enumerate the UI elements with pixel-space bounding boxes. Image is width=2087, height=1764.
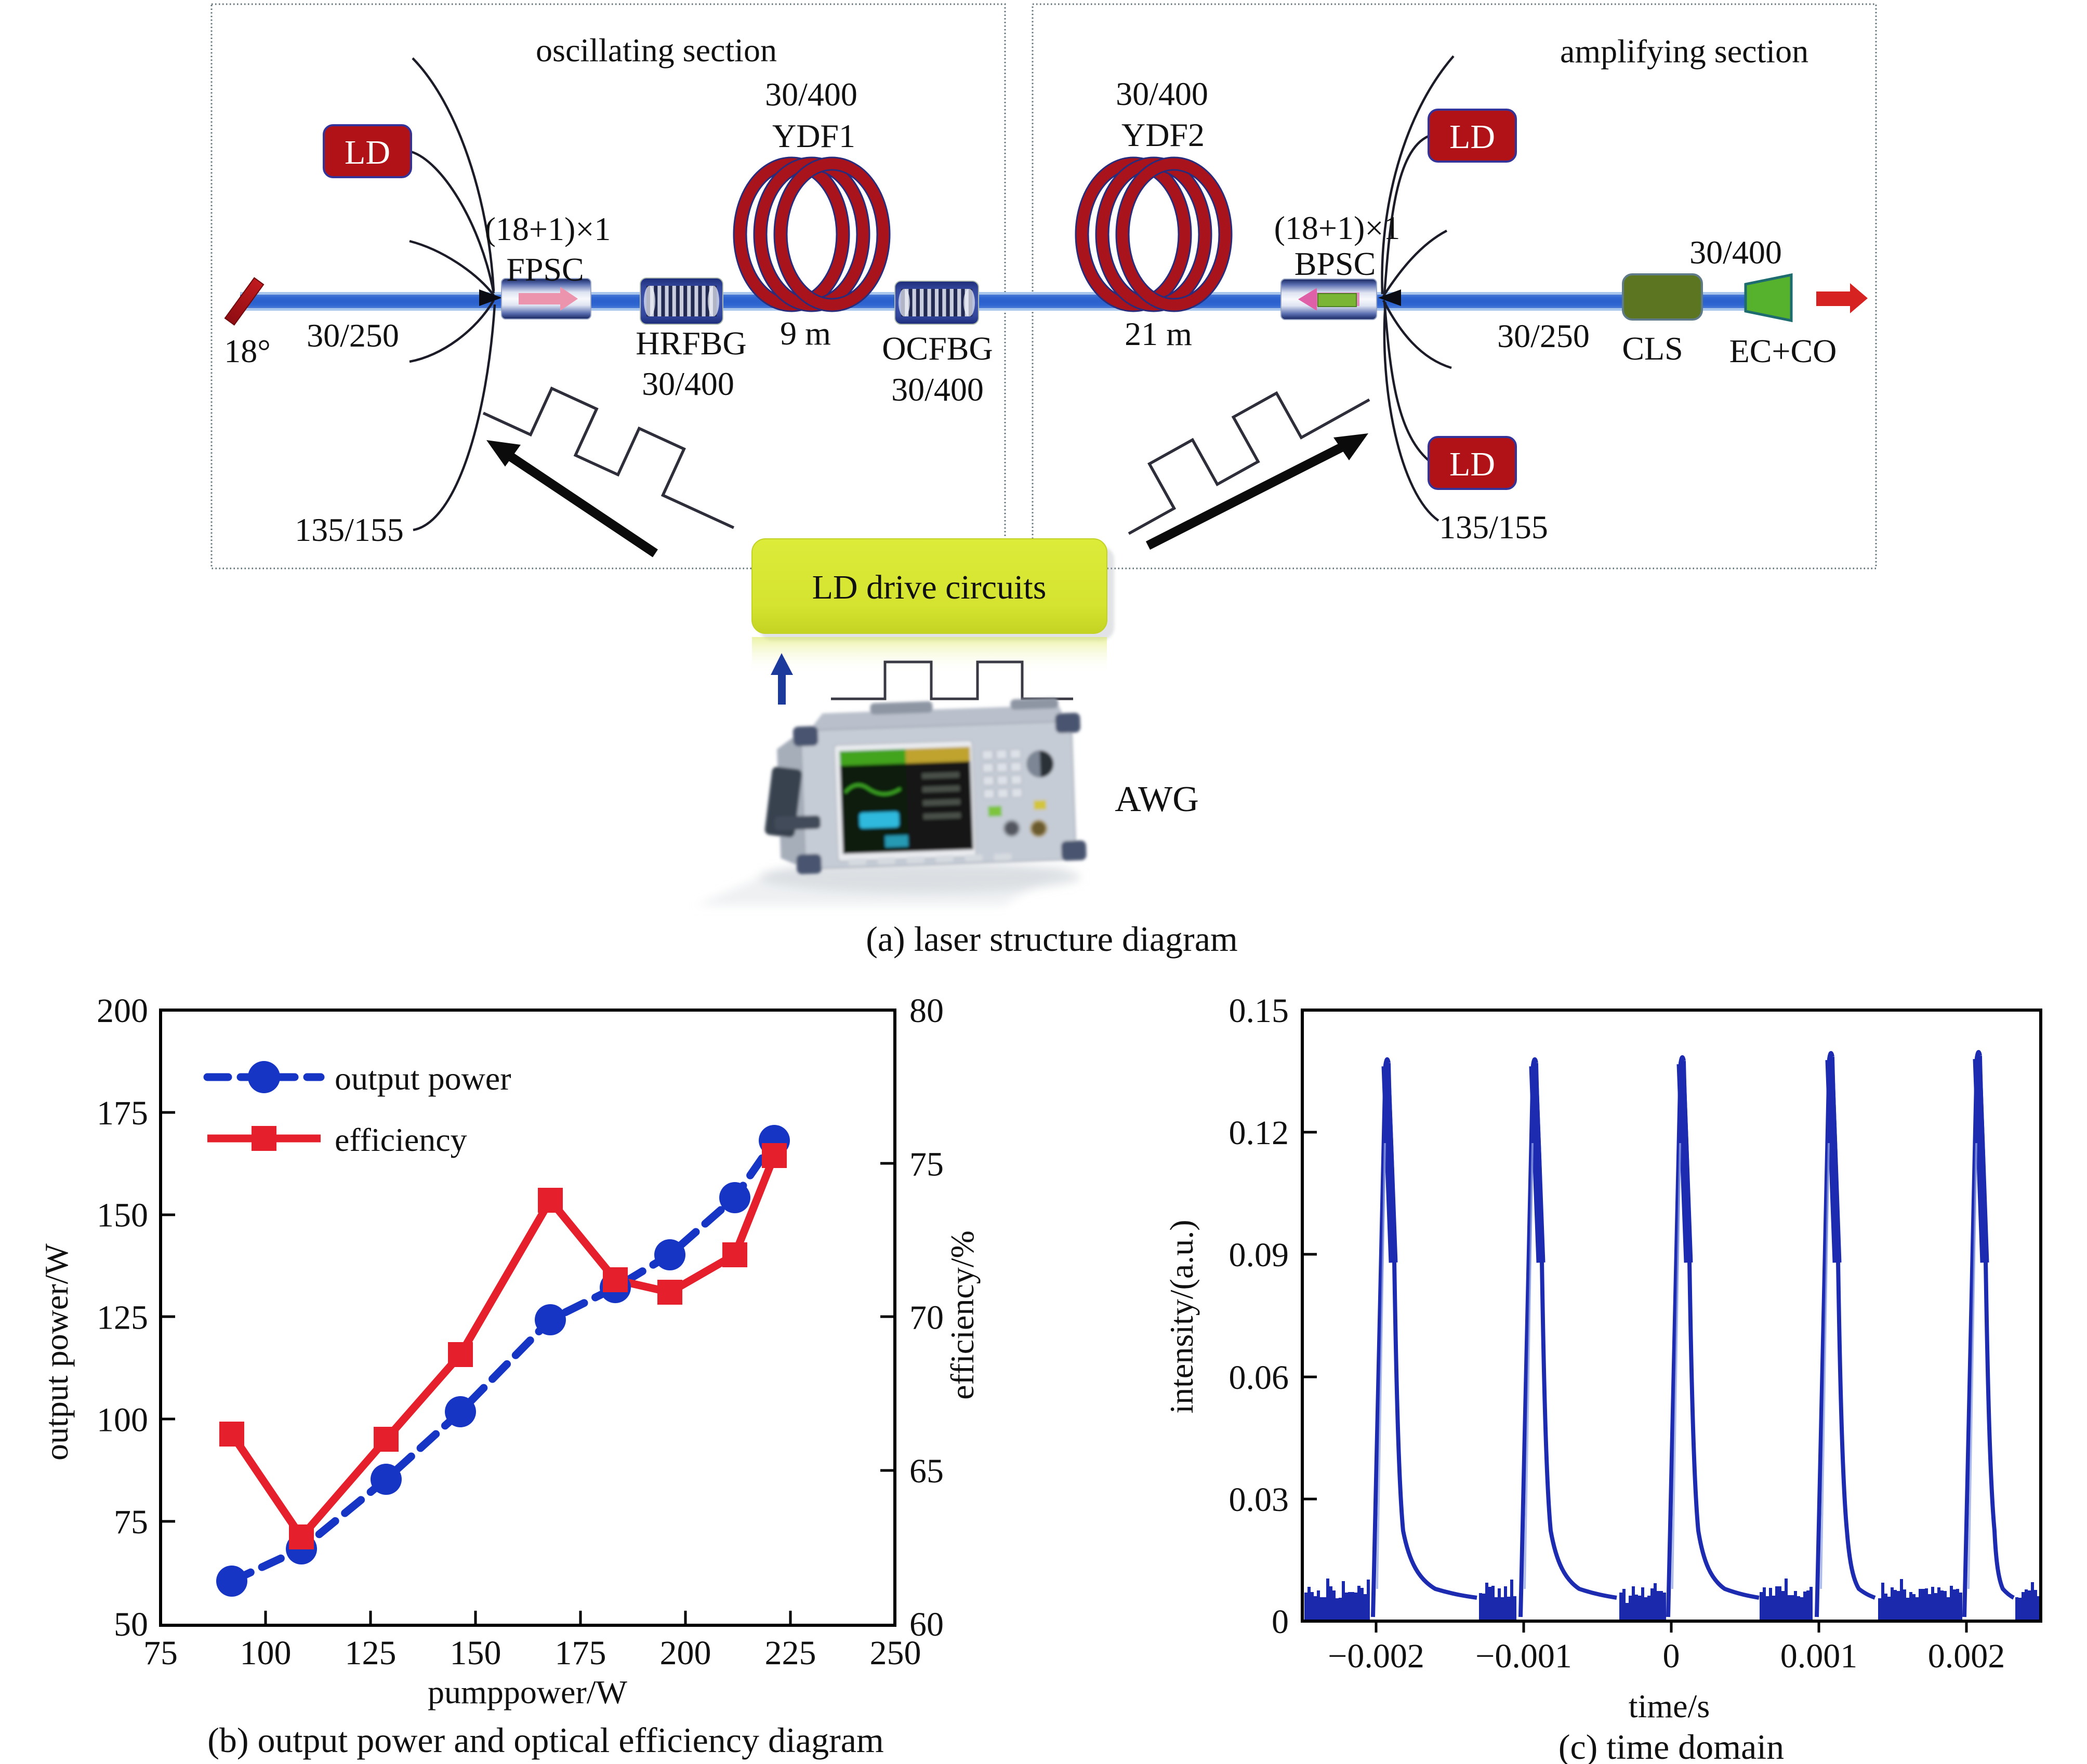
svg-text:30/400: 30/400 xyxy=(1116,75,1208,112)
svg-text:−0.001: −0.001 xyxy=(1475,1637,1572,1675)
svg-text:200: 200 xyxy=(97,992,148,1030)
svg-text:AWG: AWG xyxy=(1115,779,1199,819)
svg-text:225: 225 xyxy=(765,1634,816,1672)
svg-text:70: 70 xyxy=(909,1299,944,1337)
svg-text:75: 75 xyxy=(143,1634,178,1672)
svg-text:125: 125 xyxy=(97,1298,148,1336)
svg-text:135/155: 135/155 xyxy=(1439,509,1548,546)
svg-text:0.001: 0.001 xyxy=(1780,1637,1858,1675)
svg-text:efficiency/%: efficiency/% xyxy=(944,1230,981,1400)
svg-text:(b) output power and optical e: (b) output power and optical efficiency … xyxy=(207,1720,884,1760)
svg-text:100: 100 xyxy=(97,1401,148,1439)
svg-text:(a) laser structure diagram: (a) laser structure diagram xyxy=(866,919,1238,959)
svg-text:0.03: 0.03 xyxy=(1229,1481,1289,1519)
svg-text:0: 0 xyxy=(1272,1603,1289,1641)
svg-text:FPSC: FPSC xyxy=(506,251,584,288)
svg-text:0.12: 0.12 xyxy=(1229,1114,1289,1152)
svg-text:YDF1: YDF1 xyxy=(772,117,855,154)
svg-text:(c) time domain: (c) time domain xyxy=(1558,1727,1784,1764)
svg-text:50: 50 xyxy=(114,1606,148,1643)
svg-text:200: 200 xyxy=(660,1634,711,1672)
svg-text:time/s: time/s xyxy=(1629,1688,1710,1725)
svg-text:75: 75 xyxy=(909,1145,944,1183)
svg-text:intensity/(a.u.): intensity/(a.u.) xyxy=(1163,1219,1200,1413)
svg-text:(18+1)×1: (18+1)×1 xyxy=(1274,209,1401,246)
svg-text:LD: LD xyxy=(345,134,390,171)
svg-text:30/400: 30/400 xyxy=(1689,234,1782,271)
svg-text:150: 150 xyxy=(450,1634,501,1672)
svg-text:LD: LD xyxy=(1449,118,1495,156)
svg-text:30/400: 30/400 xyxy=(642,365,734,402)
svg-text:OCFBG: OCFBG xyxy=(882,330,993,367)
svg-text:oscillating section: oscillating section xyxy=(536,32,777,69)
svg-text:output power: output power xyxy=(335,1060,511,1097)
svg-text:150: 150 xyxy=(97,1197,148,1235)
svg-text:30/400: 30/400 xyxy=(891,371,984,408)
svg-text:0.09: 0.09 xyxy=(1229,1236,1289,1274)
svg-text:LD: LD xyxy=(1449,445,1495,483)
svg-text:18°: 18° xyxy=(224,333,271,369)
svg-text:100: 100 xyxy=(240,1634,292,1672)
svg-text:LD drive circuits: LD drive circuits xyxy=(812,568,1047,606)
svg-text:0.002: 0.002 xyxy=(1928,1637,2005,1675)
svg-text:(18+1)×1: (18+1)×1 xyxy=(485,210,611,247)
svg-text:250: 250 xyxy=(870,1634,921,1672)
svg-text:21 m: 21 m xyxy=(1125,315,1192,352)
svg-text:75: 75 xyxy=(114,1503,148,1541)
svg-text:pumppower/W: pumppower/W xyxy=(428,1674,628,1710)
svg-text:30/250: 30/250 xyxy=(1497,317,1590,354)
svg-text:175: 175 xyxy=(97,1094,148,1132)
svg-text:9 m: 9 m xyxy=(780,315,831,352)
svg-text:0: 0 xyxy=(1663,1637,1680,1675)
svg-text:135/155: 135/155 xyxy=(295,511,404,548)
svg-text:BPSC: BPSC xyxy=(1295,245,1376,282)
svg-text:0.06: 0.06 xyxy=(1229,1359,1289,1397)
svg-text:125: 125 xyxy=(345,1634,397,1672)
svg-text:YDF2: YDF2 xyxy=(1121,116,1205,153)
svg-text:HRFBG: HRFBG xyxy=(636,325,746,362)
svg-text:output power/W: output power/W xyxy=(38,1243,75,1461)
svg-text:−0.002: −0.002 xyxy=(1328,1637,1424,1675)
svg-text:60: 60 xyxy=(909,1606,944,1643)
svg-text:175: 175 xyxy=(555,1634,606,1672)
svg-text:30/400: 30/400 xyxy=(765,76,857,113)
svg-text:30/250: 30/250 xyxy=(307,317,399,354)
svg-text:0.15: 0.15 xyxy=(1229,992,1289,1030)
svg-text:EC+CO: EC+CO xyxy=(1729,333,1837,369)
svg-text:CLS: CLS xyxy=(1622,330,1683,367)
svg-text:efficiency: efficiency xyxy=(335,1121,467,1158)
svg-text:amplifying section: amplifying section xyxy=(1560,33,1808,70)
svg-text:80: 80 xyxy=(909,992,944,1030)
svg-text:65: 65 xyxy=(909,1452,944,1490)
